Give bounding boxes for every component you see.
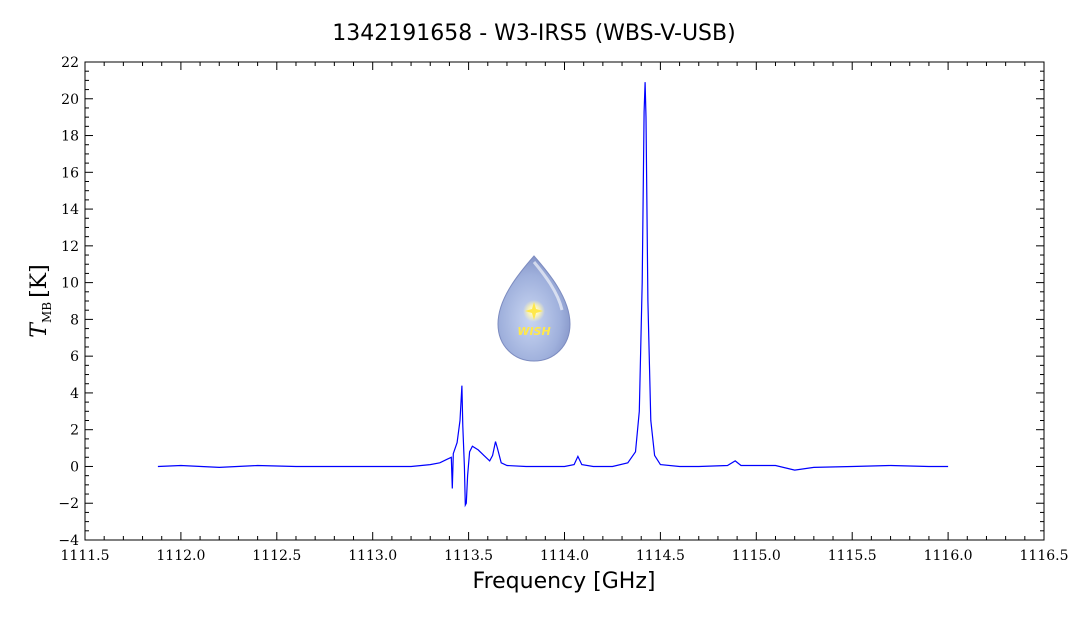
y-tick-label: 8 [70, 312, 79, 328]
y-tick-label: 16 [61, 165, 79, 181]
y-tick-label: 22 [61, 55, 79, 71]
x-axis-label: Frequency [GHz] [473, 569, 656, 594]
y-tick-labels: −4 −2 0 2 4 6 8 10 12 14 16 18 20 22 [58, 55, 79, 549]
axis-ticks [84, 61, 1045, 541]
x-tick-label: 1116.5 [1020, 548, 1068, 564]
y-tick-label: 14 [61, 202, 79, 218]
wish-logo: WISH [497, 255, 571, 362]
y-tick-label: 10 [61, 276, 79, 292]
x-tick-label: 1111.5 [61, 548, 110, 564]
x-tick-label: 1112.0 [156, 548, 205, 564]
y-tick-label: 12 [61, 239, 79, 255]
y-tick-label: 4 [70, 386, 79, 402]
x-tick-labels: 1111.5 1112.0 1112.5 1113.0 1113.5 1114.0 1114… [61, 548, 1068, 564]
x-tick-label: 1112.5 [252, 548, 301, 564]
y-axis-unit: [K] [27, 264, 52, 298]
y-axis-symbol: T [27, 321, 52, 338]
x-tick-label: 1113.0 [348, 548, 397, 564]
x-tick-label: 1115.0 [732, 548, 781, 564]
logo-text: WISH [517, 325, 550, 338]
chart-title: 1342191658 - W3-IRS5 (WBS-V-USB) [332, 21, 735, 46]
y-tick-label: 6 [70, 349, 79, 365]
x-tick-label: 1115.5 [828, 548, 877, 564]
x-tick-label: 1116.0 [924, 548, 973, 564]
y-tick-label: 18 [61, 129, 79, 145]
y-tick-label: 2 [70, 423, 79, 439]
y-tick-label: 0 [70, 459, 79, 475]
spectrum-line [157, 82, 949, 508]
y-tick-label: −2 [58, 496, 79, 512]
x-tick-label: 1113.5 [444, 548, 493, 564]
y-tick-label: −4 [58, 533, 79, 549]
svg-text:TMB[K]: TMB [K] [27, 264, 54, 337]
x-tick-label: 1114.5 [636, 548, 685, 564]
y-axis-subscript: MB [40, 302, 54, 323]
x-tick-label: 1114.0 [540, 548, 589, 564]
y-axis-label: TMB [K] [27, 264, 54, 337]
y-tick-label: 20 [61, 92, 79, 108]
